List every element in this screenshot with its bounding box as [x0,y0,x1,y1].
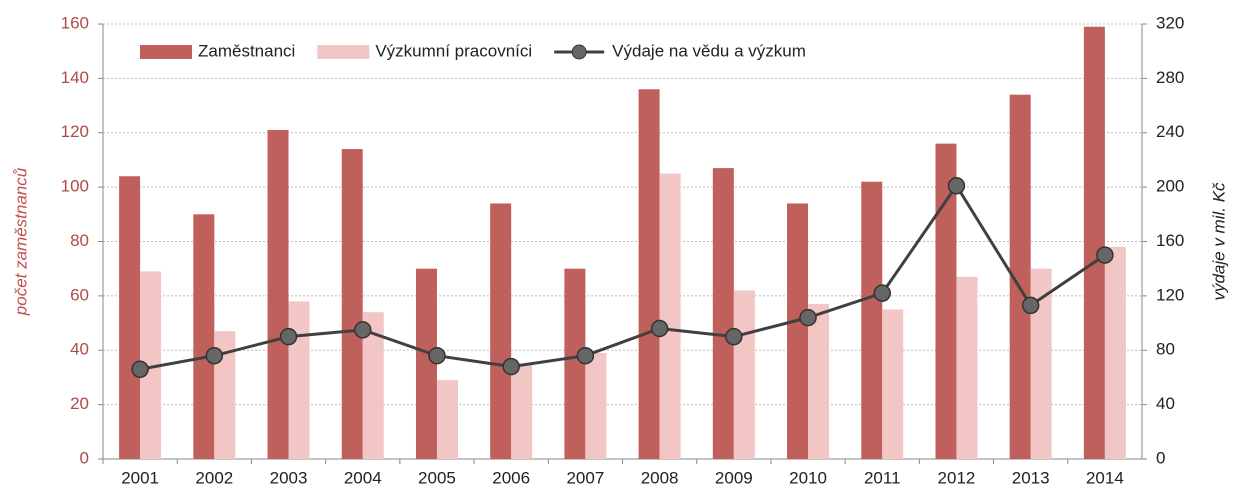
x-tick-label: 2005 [418,468,456,487]
bar [882,309,904,459]
point [576,346,595,365]
y2-tick-label: 200 [1156,177,1184,196]
bar [140,271,162,459]
line [139,183,1106,371]
bar [436,380,458,459]
bar [1009,94,1031,459]
x-tick-label: 2011 [864,468,901,487]
bar [362,312,384,459]
y-tick-label: 140 [61,68,89,87]
point [205,346,224,365]
point [799,308,817,327]
bar [415,268,437,459]
legend-point [571,44,587,60]
x-tick-label: 2006 [492,468,530,487]
point [279,327,298,346]
x-tick-label: 2013 [1012,468,1050,487]
bar [787,203,809,459]
y2-tick-label: 320 [1156,13,1184,32]
bar [511,363,533,459]
point [354,321,372,339]
point [1096,246,1114,264]
x-tick-label: 2009 [715,468,753,487]
y-tick-label: 160 [61,13,89,32]
legend-swatch [317,45,370,59]
y2-label: výdaje v mil. Kč [1209,182,1228,301]
y-tick-label: 100 [61,177,89,196]
point [650,319,669,338]
y-tick-label: 60 [70,285,89,304]
bar [214,331,236,459]
bar [861,181,883,459]
x-tick-label: 2002 [195,468,233,487]
bar [490,203,512,459]
point [873,284,891,302]
bar [193,214,215,459]
bar [1104,246,1126,459]
y-tick-label: 120 [61,122,89,141]
legend-swatch [140,45,192,59]
y2-tick-label: 0 [1156,448,1165,467]
bar [119,176,141,459]
bar [808,304,830,459]
bar [1083,26,1105,459]
y-tick-label: 20 [70,394,89,413]
legend-label: Výzkumní pracovníci [375,41,532,60]
point [947,177,966,195]
bar [733,290,755,459]
bar [341,149,363,459]
bar [288,301,310,459]
y2-tick-label: 120 [1156,285,1184,304]
y-tick-label: 0 [80,448,89,467]
legend-label: Výdaje na vědu a výzkum [612,41,806,60]
x-tick-label: 2010 [789,468,827,487]
x-tick-label: 2001 [121,468,159,487]
bar [638,89,660,459]
y-tick-label: 80 [70,231,89,250]
bar [659,173,681,459]
bar [956,276,978,459]
y2-tick-label: 80 [1156,340,1175,359]
y2-tick-label: 40 [1156,394,1175,413]
legend-label: Zaměstnanci [198,41,295,60]
point [502,357,520,376]
point [725,327,743,346]
bar [935,143,957,459]
x-tick-label: 2014 [1086,468,1124,487]
x-tick-label: 2008 [641,468,679,487]
bar [1030,268,1052,459]
bar [564,268,586,459]
x-tick-label: 2007 [566,468,604,487]
point [1021,296,1040,315]
point [131,360,149,379]
x-tick-label: 2003 [270,468,308,487]
x-tick-label: 2004 [344,468,382,487]
y2-tick-label: 280 [1156,68,1184,87]
y2-tick-label: 160 [1156,231,1184,250]
y-tick-label: 40 [70,340,89,359]
bar [712,168,734,459]
bar [585,352,607,459]
y-label: počet zaměstnanců [11,167,30,316]
point [428,346,446,365]
y2-tick-label: 240 [1156,122,1184,141]
x-tick-label: 2012 [938,468,976,487]
bar [267,130,289,459]
